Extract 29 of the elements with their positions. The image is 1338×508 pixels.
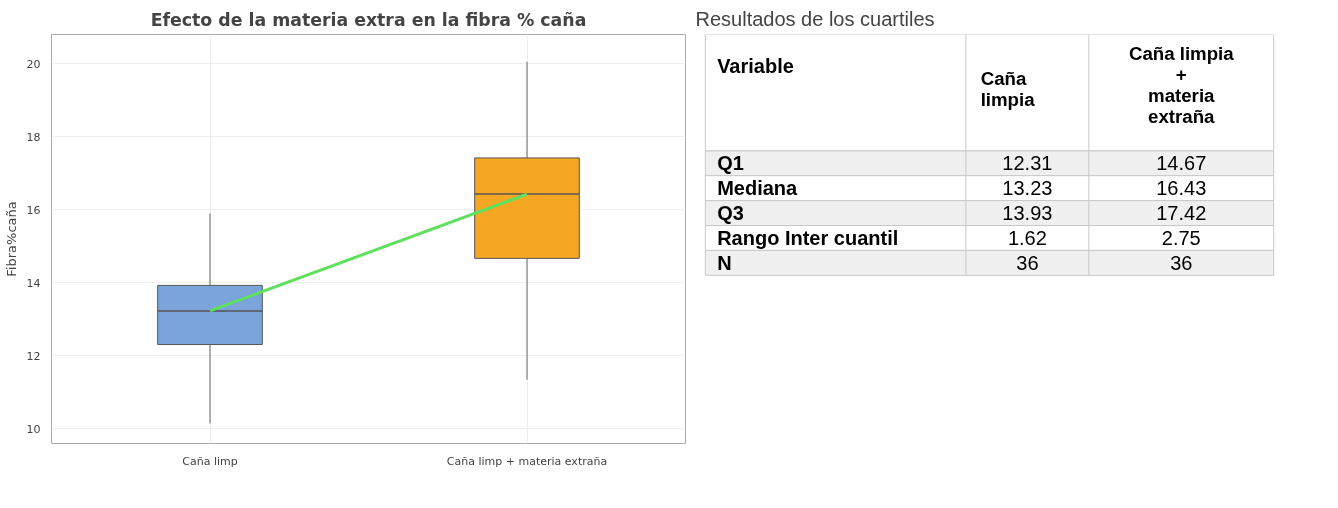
text: Resultados de los cuartiles	[695, 7, 935, 30]
text: 16.43	[1156, 177, 1207, 200]
text: 1.62	[1007, 226, 1047, 249]
category-label: Q3	[717, 202, 744, 225]
y-axis-title: Fibra%caña	[3, 201, 19, 277]
y-tick-label: 12	[26, 349, 41, 363]
category-label: Caña limpia + materia extraña	[1128, 42, 1235, 127]
text: 13.93	[1002, 202, 1053, 225]
y-tick-label: 10	[26, 422, 41, 436]
text: 17.42	[1156, 202, 1207, 225]
category-label: Mediana	[717, 177, 798, 200]
y-tick-label: 16	[26, 203, 41, 217]
x-tick-label: Caña limp + materia extraña	[446, 454, 608, 468]
chart-title: Efecto de la materia extra en la fibra % caña	[150, 9, 587, 30]
category-label: N	[717, 251, 732, 274]
text: 12.31	[1002, 152, 1053, 175]
x-tick-label: Caña limp	[182, 454, 238, 468]
category-label: Caña limpia	[980, 67, 1036, 110]
text: 13.23	[1002, 177, 1053, 200]
text: 14.67	[1156, 152, 1207, 175]
text: 2.75	[1161, 226, 1201, 249]
category-label: Q1	[717, 152, 744, 175]
category-label: Variable	[717, 55, 794, 78]
y-tick-label: 20	[26, 57, 41, 71]
y-tick-label: 18	[26, 130, 41, 144]
y-tick-label: 14	[26, 276, 41, 290]
category-label: Rango Inter cuantil	[717, 226, 899, 249]
text: 36	[1170, 251, 1193, 274]
text: 36	[1016, 251, 1039, 274]
